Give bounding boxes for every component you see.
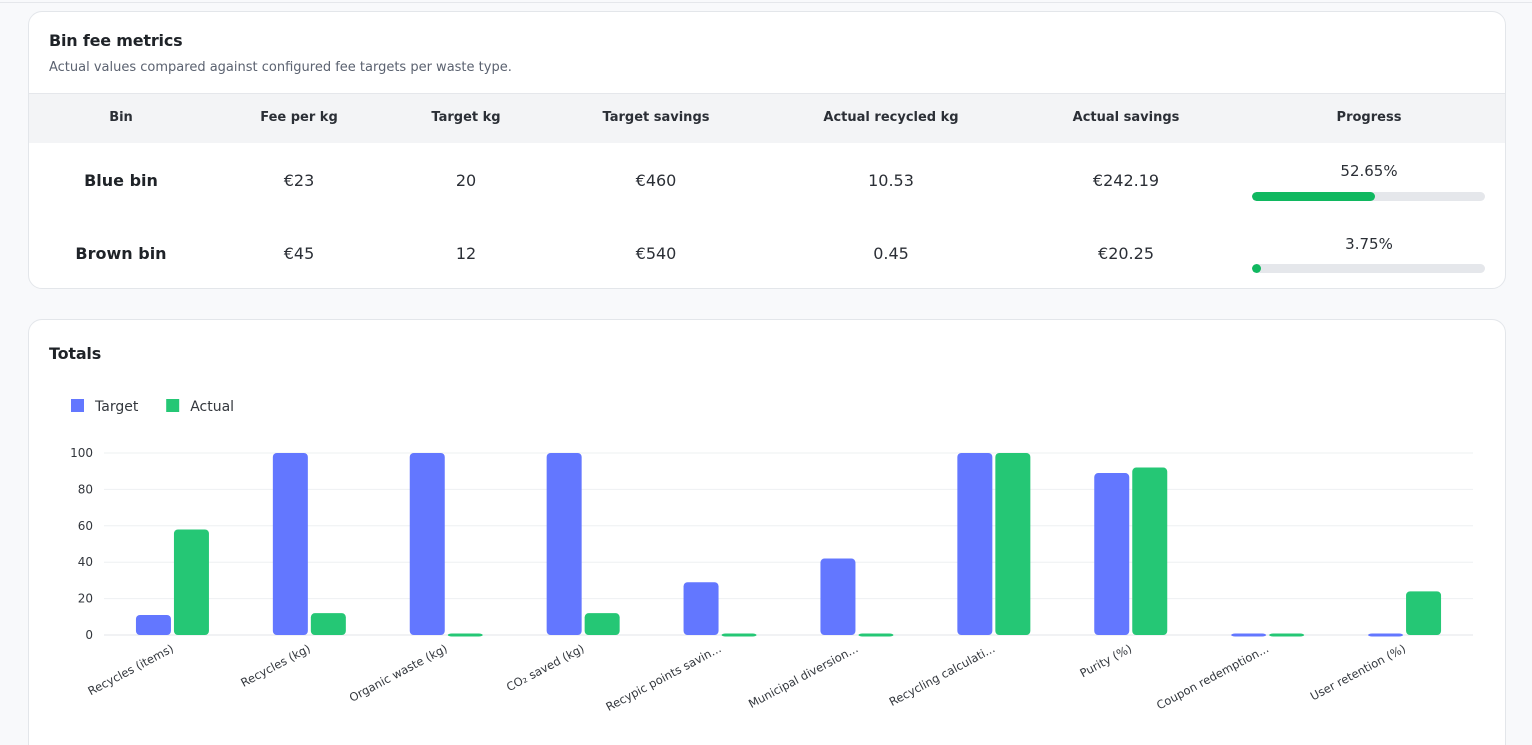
column-header-progress: Progress <box>1336 110 1402 125</box>
progress-value: 3.75% <box>1345 235 1393 253</box>
bar-actual <box>995 453 1031 635</box>
bar-actual <box>721 633 757 637</box>
progress-fill <box>1252 264 1261 273</box>
target-savings: €460 <box>635 171 677 190</box>
x-tick-label: Coupon redemption... <box>1154 641 1271 712</box>
progress-bar <box>1252 264 1485 273</box>
bar-target <box>820 558 856 635</box>
chart-bars <box>135 453 1442 637</box>
bar-target <box>1368 633 1404 637</box>
y-tick-label: 80 <box>78 482 93 496</box>
bin-name: Blue bin <box>84 171 158 190</box>
legend-label: Target <box>94 399 139 415</box>
legend-label: Actual <box>190 399 234 415</box>
actual-savings: €242.19 <box>1092 171 1160 190</box>
x-tick-label: Recycles (kg) <box>238 641 312 689</box>
card-title: Totals <box>49 344 102 363</box>
column-header-actual-recycled-kg: Actual recycled kg <box>823 110 959 125</box>
bar-target <box>683 582 719 635</box>
x-tick-label: Recycling calculati... <box>887 641 998 709</box>
totals-card: Totals 0 20 40 60 80 100 Recycles (items) Recy… <box>28 319 1506 745</box>
bin-name: Brown bin <box>75 244 167 263</box>
bar-actual <box>1406 591 1442 635</box>
card-subtitle: Actual values compared against configure… <box>49 60 512 75</box>
actual-recycled-kg: 0.45 <box>873 244 909 263</box>
chart-legend: Target Actual <box>71 399 234 415</box>
bar-target <box>409 453 445 635</box>
x-tick-label: Purity (%) <box>1077 641 1134 680</box>
bar-actual <box>1269 633 1305 637</box>
bar-actual <box>447 633 483 637</box>
bar-actual <box>310 613 346 635</box>
fee-per-kg: €23 <box>283 171 315 190</box>
bar-actual <box>584 613 620 635</box>
y-tick-label: 40 <box>78 555 93 569</box>
y-tick-label: 60 <box>78 519 93 533</box>
x-tick-label: User retention (%) <box>1308 641 1408 703</box>
column-header-target-kg: Target kg <box>431 110 501 125</box>
progress-bar <box>1252 192 1485 201</box>
x-tick-label: CO₂ saved (kg) <box>504 641 587 694</box>
x-tick-label: Recypic points savin... <box>603 641 723 714</box>
legend-swatch <box>71 399 84 412</box>
y-axis-tick-labels: 0 20 40 60 80 100 <box>70 446 93 642</box>
column-header-fee-per-kg: Fee per kg <box>260 110 338 125</box>
top-divider <box>0 0 1532 3</box>
bar-actual <box>858 633 894 637</box>
chart-grid <box>104 452 1473 636</box>
card-title: Bin fee metrics <box>49 31 183 50</box>
y-tick-label: 20 <box>78 592 93 606</box>
bar-actual <box>1132 467 1168 635</box>
column-header-target-savings: Target savings <box>602 110 710 125</box>
x-axis-tick-labels: Recycles (items) Recycles (kg) Organic was… <box>86 641 1408 714</box>
x-tick-label: Recycles (items) <box>86 641 176 698</box>
column-header-actual-savings: Actual savings <box>1072 110 1180 125</box>
bar-target <box>546 453 582 635</box>
legend-swatch <box>166 399 180 412</box>
actual-recycled-kg: 10.53 <box>868 171 914 190</box>
actual-savings: €20.25 <box>1098 244 1154 263</box>
fee-per-kg: €45 <box>283 244 315 263</box>
table-header <box>29 93 1505 143</box>
bar-target <box>135 614 171 635</box>
progress-value: 52.65% <box>1340 162 1398 180</box>
target-kg: 12 <box>455 244 477 263</box>
bar-target <box>1094 473 1130 635</box>
target-savings: €540 <box>635 244 677 263</box>
x-tick-label: Organic waste (kg) <box>347 641 450 705</box>
bin-fee-metrics-card: Bin fee metrics Actual values compared a… <box>28 11 1506 289</box>
bar-actual <box>173 529 209 635</box>
target-kg: 20 <box>455 171 477 190</box>
y-tick-label: 0 <box>85 628 93 642</box>
bar-target <box>957 453 993 635</box>
y-tick-label: 100 <box>70 446 93 460</box>
bar-target <box>272 453 308 635</box>
bar-target <box>1231 633 1267 637</box>
totals-bar-chart: 0 20 40 60 80 100 Recycles (items) Recycles (k… <box>70 399 1473 714</box>
progress-fill <box>1252 192 1375 201</box>
column-header-bin: Bin <box>109 110 133 125</box>
x-tick-label: Municipal diversion... <box>746 641 860 711</box>
